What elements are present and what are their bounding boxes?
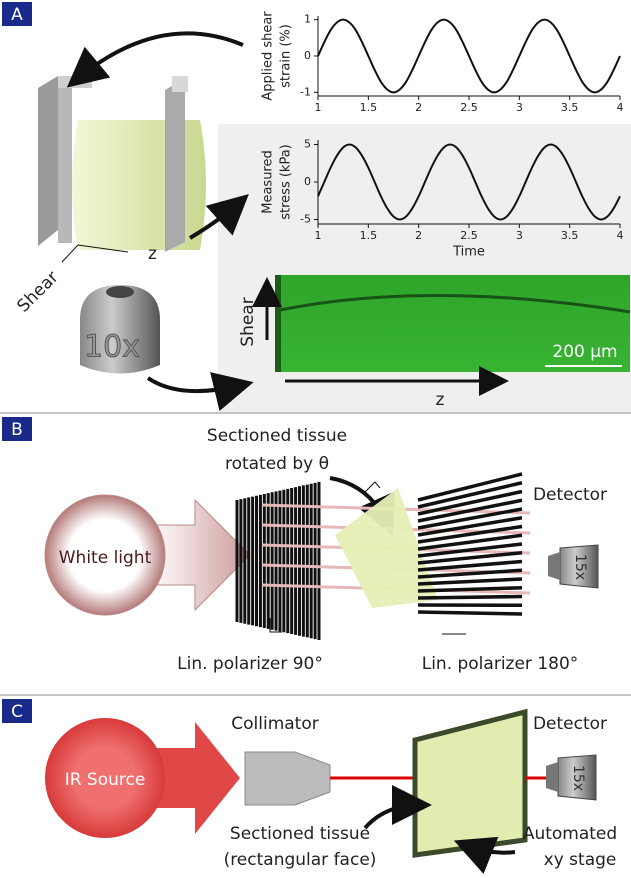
x-tick-label: 2 — [415, 229, 422, 242]
axis-label: z — [148, 244, 157, 264]
annotation: xy stage — [544, 850, 617, 870]
axis-label: z — [436, 390, 445, 410]
x-tick-label: 1 — [315, 101, 322, 114]
axis-arrow — [62, 245, 78, 262]
y-tick-label: 0 — [304, 49, 311, 62]
x-tick-label: 3 — [516, 229, 523, 242]
x-tick-label: 2.5 — [460, 229, 478, 242]
x-tick-label: 1.5 — [360, 101, 378, 114]
collimator-label: Collimator — [231, 714, 318, 734]
y-tick-label: 5 — [304, 138, 311, 151]
x-tick-label: 4 — [617, 229, 624, 242]
y-tick-label: -5 — [300, 213, 311, 226]
detector-label: Detector — [533, 714, 607, 734]
x-axis-label: Time — [452, 245, 485, 260]
x-tick-label: 3 — [516, 101, 523, 114]
panel-label: A — [11, 5, 23, 25]
y-axis-label: strain (%) — [279, 24, 294, 88]
panel-label: B — [11, 420, 23, 440]
x-tick-label: 2.5 — [460, 101, 478, 114]
source-label: White light — [59, 548, 152, 568]
figure: A z Shear 10x 200 µm Shear z B Sectioned… — [0, 0, 631, 878]
objective-label: 10x — [84, 330, 140, 365]
arrow — [76, 33, 243, 80]
axis-label: Shear — [238, 297, 258, 346]
annotation: Sectioned tissue — [207, 426, 347, 446]
y-axis-label: Measured — [261, 150, 276, 214]
arrow — [365, 805, 420, 828]
x-tick-label: 3.5 — [561, 101, 579, 114]
axis-label: Shear — [13, 267, 62, 316]
detector-label: Detector — [533, 485, 607, 505]
y-tick-label: 1 — [304, 13, 311, 26]
objective-label: 15x — [570, 765, 586, 791]
source-label: IR Source — [65, 770, 146, 790]
y-tick-label: -1 — [300, 85, 311, 98]
x-tick-label: 1.5 — [360, 229, 378, 242]
annotation: Sectioned tissue — [230, 824, 370, 844]
x-tick-label: 1 — [315, 229, 322, 242]
annotation: (rectangular face) — [224, 850, 377, 870]
objective-label: 15x — [572, 554, 588, 580]
polarizer-label: Lin. polarizer 180° — [422, 654, 579, 674]
sample-stage — [415, 712, 525, 855]
panel-label: C — [11, 702, 23, 722]
y-axis-label: Applied shear — [261, 11, 276, 101]
shear-cell — [38, 76, 206, 252]
x-tick-label: 2 — [415, 101, 422, 114]
line — [318, 20, 620, 93]
annotation: Automated — [523, 824, 617, 844]
polarizer-label: Lin. polarizer 90° — [177, 654, 323, 674]
stripe — [418, 612, 522, 614]
stripe — [418, 579, 522, 584]
y-tick-label: 0 — [304, 175, 311, 188]
scale-bar-label: 200 µm — [552, 342, 617, 362]
annotation: rotated by θ — [225, 454, 329, 474]
x-tick-label: 4 — [617, 101, 624, 114]
y-axis-label: stress (kPa) — [279, 144, 294, 220]
x-tick-label: 3.5 — [561, 229, 579, 242]
collimator — [245, 752, 330, 805]
stripe — [418, 597, 522, 599]
